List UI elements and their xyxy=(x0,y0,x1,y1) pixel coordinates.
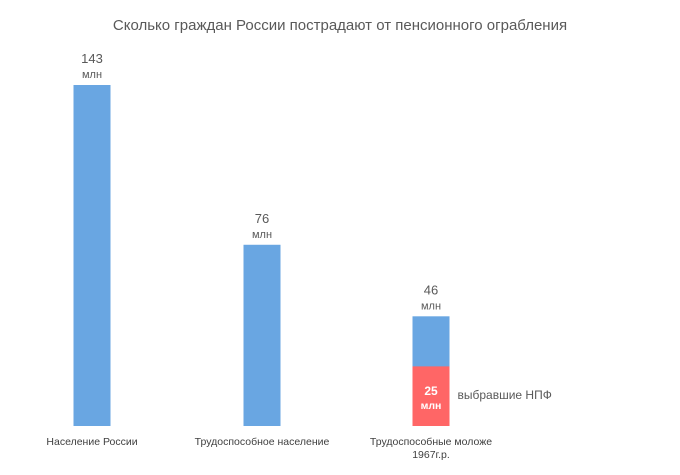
segment-label-unit: млн xyxy=(421,400,442,412)
bar-segment xyxy=(412,366,450,426)
segment-label-value: 25 xyxy=(424,384,438,398)
data-label-unit: млн xyxy=(252,229,272,241)
bar xyxy=(243,244,281,426)
category-label: Трудоспособные моложе xyxy=(370,436,492,448)
segment-annotation: выбравшие НПФ xyxy=(458,388,552,402)
category-label: Население России xyxy=(46,436,137,448)
bar xyxy=(73,85,111,426)
chart-title: Сколько граждан России пострадают от пен… xyxy=(112,17,568,34)
data-label-unit: млн xyxy=(421,300,441,312)
category-label: Трудоспособное население xyxy=(195,436,330,448)
data-label-unit: млн xyxy=(82,69,102,81)
data-label-value: 76 xyxy=(255,211,269,226)
data-label-value: 46 xyxy=(424,282,438,297)
data-label-value: 143 xyxy=(81,51,103,66)
category-label: 1967г.р. xyxy=(412,449,450,461)
